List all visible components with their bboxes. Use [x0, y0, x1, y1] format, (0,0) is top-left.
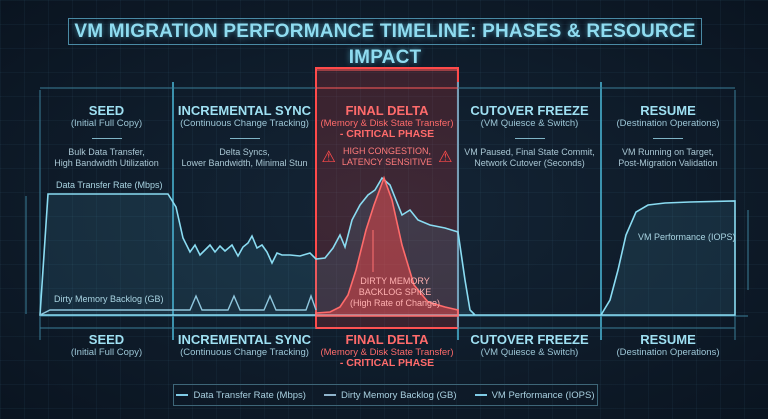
phase-subtitle: (Destination Operations) — [616, 347, 720, 358]
phase-desc: Bulk Data Transfer, — [68, 147, 145, 157]
phase-name: RESUME — [640, 103, 696, 118]
spike-annotation: DIRTY MEMORY BACKLOG SPIKE (High Rate of… — [345, 276, 445, 309]
phase-desc: Network Cutover (Seconds) — [474, 158, 585, 168]
warning-text: HIGH CONGESTION, — [342, 146, 431, 156]
critical-label: - CRITICAL PHASE — [339, 357, 435, 369]
bottom-phase-cutover-freeze: CUTOVER FREEZE (VM Quiesce & Switch) — [458, 332, 601, 358]
phase-name: CUTOVER FREEZE — [470, 332, 589, 347]
phase-desc: VM Paused, Final State Commit, — [464, 147, 595, 157]
vm-performance-line — [599, 200, 736, 316]
phase-name: SEED — [88, 103, 125, 118]
spike-text: (High Rate of Change) — [349, 298, 441, 308]
legend-swatch — [176, 393, 189, 396]
phase-subtitle: (Memory & Disk State Transfer) — [320, 118, 454, 129]
warning-text: LATENCY SENSITIVE — [341, 157, 433, 167]
phase-name: CUTOVER FREEZE — [470, 103, 589, 118]
phase-desc: Post-Migration Validation — [618, 158, 718, 168]
spike-text: DIRTY MEMORY — [360, 276, 430, 286]
warning-icon: ⚠ — [321, 148, 336, 166]
phase-subtitle: (Continuous Change Tracking) — [180, 118, 309, 129]
phase-cutover-freeze: CUTOVER FREEZE (VM Quiesce & Switch) VM … — [458, 103, 601, 169]
phase-subtitle: (VM Quiesce & Switch) — [480, 118, 579, 129]
bottom-phase-incremental-sync: INCREMENTAL SYNC (Continuous Change Trac… — [173, 332, 316, 358]
vm-performance-label: VM Performance (IOPS) — [638, 232, 736, 242]
phase-name: SEED — [88, 332, 125, 347]
phase-name: RESUME — [640, 332, 696, 347]
phase-subtitle: (Memory & Disk State Transfer) — [320, 347, 454, 358]
phase-dividers — [172, 82, 602, 340]
page-title: VM MIGRATION PERFORMANCE TIMELINE: PHASE… — [68, 18, 702, 68]
phase-name: INCREMENTAL SYNC — [177, 332, 312, 347]
congestion-warning: ⚠ HIGH CONGESTION, LATENCY SENSITIVE ⚠ — [316, 146, 458, 168]
legend-label: Dirty Memory Backlog (GB) — [340, 389, 457, 401]
phase-desc: Lower Bandwidth, Minimal Stun — [181, 158, 308, 168]
legend-swatch — [323, 393, 336, 396]
phase-subtitle: (Destination Operations) — [616, 118, 720, 129]
phase-desc: High Bandwidth Utilization — [54, 158, 159, 168]
phase-subtitle: (Initial Full Copy) — [70, 347, 143, 358]
phase-name: FINAL DELTA — [345, 332, 429, 347]
phase-desc: Delta Syncs, — [219, 147, 270, 157]
bottom-phase-seed: SEED (Initial Full Copy) — [40, 332, 173, 358]
bottom-phase-final-delta: FINAL DELTA (Memory & Disk State Transfe… — [316, 332, 458, 369]
dirty-memory-label: Dirty Memory Backlog (GB) — [54, 294, 164, 304]
transfer-rate-label: Data Transfer Rate (Mbps) — [56, 180, 163, 190]
transfer-rate-line — [39, 176, 601, 316]
phase-subtitle: (VM Quiesce & Switch) — [480, 347, 579, 358]
bottom-phase-resume: RESUME (Destination Operations) — [601, 332, 735, 358]
legend-label: VM Performance (IOPS) — [491, 389, 595, 401]
dirty-memory-spike — [315, 175, 459, 317]
phase-subtitle: (Continuous Change Tracking) — [180, 347, 309, 358]
phase-subtitle: (Initial Full Copy) — [70, 118, 143, 129]
legend-item: VM Performance (IOPS) — [474, 389, 595, 401]
phase-seed: SEED (Initial Full Copy) Bulk Data Trans… — [40, 103, 173, 169]
legend-swatch — [474, 393, 487, 396]
phase-resume: RESUME (Destination Operations) VM Runni… — [601, 103, 735, 169]
warning-icon: ⚠ — [438, 148, 453, 166]
legend-label: Data Transfer Rate (Mbps) — [193, 389, 306, 401]
phase-name: INCREMENTAL SYNC — [177, 103, 312, 118]
dirty-memory-line — [39, 293, 317, 316]
phase-name: FINAL DELTA — [345, 103, 429, 118]
legend-item: Dirty Memory Backlog (GB) — [323, 389, 457, 401]
legend-item: Data Transfer Rate (Mbps) — [176, 389, 306, 401]
legend: Data Transfer Rate (Mbps) Dirty Memory B… — [173, 384, 598, 406]
phase-desc: VM Running on Target, — [622, 147, 714, 157]
phase-incremental-sync: INCREMENTAL SYNC (Continuous Change Trac… — [173, 103, 316, 169]
spike-text: BACKLOG SPIKE — [358, 287, 432, 297]
critical-label: - CRITICAL PHASE — [339, 128, 435, 140]
phase-final-delta: FINAL DELTA (Memory & Disk State Transfe… — [316, 103, 458, 168]
